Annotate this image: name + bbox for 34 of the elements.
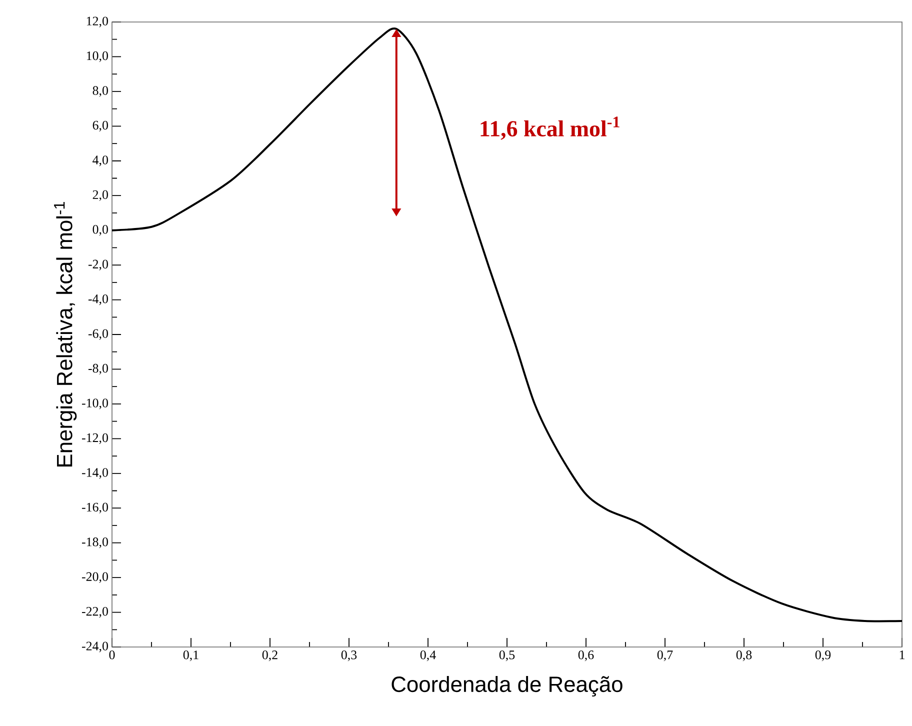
x-tick-label: 0,3 xyxy=(341,650,357,662)
y-tick-label: -16,0 xyxy=(82,502,108,514)
y-tick-label: -8,0 xyxy=(88,364,108,375)
x-tick-label: 0,4 xyxy=(420,650,436,662)
y-tick-label: -22,0 xyxy=(82,606,108,618)
x-tick-label: 0 xyxy=(109,650,115,660)
x-tick-label: 0,6 xyxy=(578,650,594,662)
y-tick-label: 2,0 xyxy=(92,190,108,201)
y-tick-label: -4,0 xyxy=(88,294,108,306)
y-tick-label: -2,0 xyxy=(88,260,108,270)
x-tick-label: 1 xyxy=(900,650,904,660)
x-tick-label: 0,8 xyxy=(736,650,752,662)
y-tick-label: -14,0 xyxy=(82,468,108,479)
line-series xyxy=(112,28,902,622)
y-tick-label: 4,0 xyxy=(92,156,108,166)
y-tick-label: -10,0 xyxy=(82,398,108,410)
y-tick-label: 10,0 xyxy=(86,51,108,62)
y-tick-label: -20,0 xyxy=(82,572,108,583)
x-tick-label: 0,9 xyxy=(815,650,831,662)
y-tick-label: 0,0 xyxy=(92,225,108,236)
y-tick-label: 6,0 xyxy=(92,120,108,132)
y-tick-label: -24,0 xyxy=(82,642,108,652)
y-tick-label: 12,0 xyxy=(86,16,108,28)
x-tick-label: 0,1 xyxy=(183,650,198,662)
y-tick-label: 8,0 xyxy=(92,86,108,97)
y-axis-title: Energia Relativa, kcal mol$^{-1}$ xyxy=(54,202,77,466)
x-tick-label: 0,7 xyxy=(657,650,673,662)
y-tick-label: -12,0 xyxy=(82,433,108,444)
annotation: 11,6 kcal mol$^{-1}$ xyxy=(480,116,620,140)
x-tick-label: 0,2 xyxy=(262,650,278,662)
y-tick-label: -18,0 xyxy=(82,538,108,548)
x-tick-label: 0,5 xyxy=(499,650,515,662)
x-axis-title: Coordenada de Reação xyxy=(392,676,622,696)
y-tick-label: -6,0 xyxy=(88,329,108,340)
